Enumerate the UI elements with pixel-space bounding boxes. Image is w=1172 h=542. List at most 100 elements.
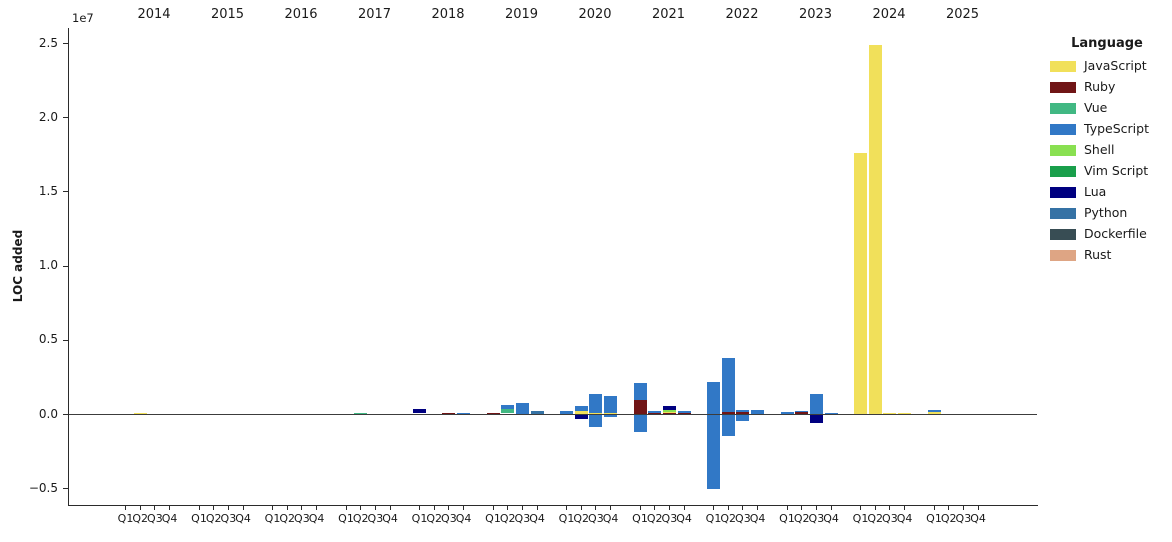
bar-2020-Q4-JavaScript (604, 413, 618, 415)
quarter-tick-label-2020-Q1: Q1 (558, 512, 575, 525)
quarter-tick-mark (860, 506, 861, 510)
bar-2020-Q3-TypeScript (589, 394, 603, 414)
bar-2023-Q2-Ruby (795, 412, 809, 415)
quarter-tick-mark (213, 506, 215, 510)
legend-swatch-dockerfile (1050, 229, 1076, 240)
legend-row-vim-script: Vim Script (1044, 162, 1170, 183)
y-tick-mark (63, 265, 68, 267)
quarter-tick-label-2016-Q1: Q1 (264, 512, 281, 525)
year-label-2020: 2020 (578, 7, 612, 22)
legend-rows: JavaScript Ruby Vue TypeScript Shell Vim Scri… (1044, 57, 1170, 267)
quarter-tick-label-2018-Q2: Q2 (426, 512, 443, 525)
legend-swatch-shell (1050, 145, 1076, 156)
bar-2020-Q2-JavaScript (574, 411, 588, 415)
legend-label: Rust (1084, 247, 1112, 262)
legend-row-lua: Lua (1044, 183, 1170, 204)
quarter-tick-mark (580, 506, 582, 510)
quarter-tick-label-2022-Q4: Q4 (749, 512, 766, 525)
bar-2021-Q2-Ruby (648, 412, 662, 415)
legend-swatch-python (1050, 208, 1076, 219)
legend-row-dockerfile: Dockerfile (1044, 225, 1170, 246)
quarter-tick-mark (154, 506, 156, 510)
bar-2021-Q2-TypeScript (648, 410, 662, 413)
year-label-2019: 2019 (504, 7, 539, 22)
bar-2020-Q2-Lua (574, 414, 588, 419)
quarter-tick-mark (757, 506, 759, 510)
bar-2020-Q4-TypeScript (604, 395, 618, 414)
legend-row-ruby: Ruby (1044, 78, 1170, 99)
quarter-tick-label-2025-Q4: Q4 (970, 512, 986, 525)
quarter-tick-label-2025-Q2: Q2 (940, 512, 957, 525)
y-tick-label: 2.5 (38, 35, 58, 50)
bar-2023-Q1-TypeScript (780, 411, 794, 415)
legend-label: Ruby (1084, 79, 1116, 94)
quarter-tick-label-2022-Q1: Q1 (705, 512, 722, 525)
quarter-tick-mark (139, 506, 141, 510)
bar-2022-Q2-Ruby (721, 412, 735, 415)
y-tick-label: 0.5 (38, 332, 58, 347)
quarter-tick-mark (448, 506, 450, 510)
bar-2022-Q1-TypeScript (707, 381, 720, 415)
quarter-tick-label-2020-Q2: Q2 (573, 512, 590, 525)
legend-row-rust: Rust (1044, 246, 1170, 267)
quarter-tick-mark (977, 506, 979, 510)
bar-2018-Q3-Ruby (442, 412, 456, 415)
quarter-tick-mark (874, 506, 876, 510)
bar-2023-Q3-Lua (809, 414, 823, 424)
bar-2021-Q4-TypeScript (677, 410, 691, 413)
quarter-tick-mark (668, 506, 670, 510)
quarter-tick-mark (566, 506, 567, 510)
quarter-tick-label-2017-Q2: Q2 (352, 512, 369, 525)
quarter-tick-mark (301, 506, 303, 510)
quarter-tick-mark (433, 506, 435, 510)
quarter-tick-mark (272, 506, 273, 510)
year-label-2017: 2017 (357, 7, 392, 22)
quarter-tick-label-2025-Q1: Q1 (926, 512, 942, 525)
quarter-tick-mark (419, 506, 420, 510)
quarter-tick-label-2023-Q3: Q3 (808, 512, 825, 525)
quarter-tick-label-2017-Q4: Q4 (382, 512, 398, 525)
quarter-tick-label-2023-Q4: Q4 (823, 512, 839, 525)
legend-label: Lua (1084, 184, 1107, 199)
quarter-tick-label-2015-Q2: Q2 (205, 512, 222, 525)
quarter-tick-mark (345, 506, 347, 510)
bar-2022-Q2-TypeScript (721, 414, 735, 437)
legend-label: Vim Script (1084, 163, 1149, 178)
quarter-tick-mark (962, 506, 964, 510)
quarter-tick-mark (786, 506, 788, 510)
quarter-tick-mark (507, 506, 509, 510)
bar-2020-Q1-TypeScript (560, 410, 573, 415)
y-tick-mark (63, 117, 68, 119)
legend-row-typescript: TypeScript (1044, 120, 1170, 141)
bar-2021-Q1-TypeScript (633, 414, 647, 433)
bar-2021-Q4-Ruby (677, 412, 691, 415)
year-label-2022: 2022 (725, 7, 759, 22)
quarter-tick-label-2016-Q4: Q4 (308, 512, 325, 525)
legend-row-shell: Shell (1044, 141, 1170, 162)
bar-2017-Q2-Vue (354, 412, 368, 415)
quarter-tick-label-2025-Q3: Q3 (955, 512, 972, 525)
bar-2021-Q1-Ruby (633, 399, 647, 415)
quarter-tick-label-2016-Q3: Q3 (294, 512, 310, 525)
legend-label: Shell (1084, 142, 1115, 157)
bar-2022-Q3-Ruby (736, 412, 750, 415)
bar-2022-Q3-TypeScript (736, 414, 750, 422)
quarter-tick-label-2024-Q4: Q4 (896, 512, 913, 525)
legend-label: Dockerfile (1084, 226, 1147, 241)
y-tick-mark (63, 414, 68, 415)
y-tick-mark (63, 191, 68, 193)
year-label-2016: 2016 (284, 7, 318, 22)
quarter-tick-label-2018-Q1: Q1 (411, 512, 428, 525)
bar-2021-Q3-Lua (662, 406, 676, 411)
bar-2023-Q2-TypeScript (795, 410, 809, 413)
quarter-tick-mark (360, 506, 362, 510)
quarter-tick-label-2024-Q1: Q1 (852, 512, 869, 525)
legend-label: TypeScript (1084, 121, 1149, 136)
bar-2020-Q3-TypeScript (589, 414, 603, 428)
bar-2021-Q3-Ruby (662, 412, 676, 415)
quarter-tick-mark (521, 506, 523, 510)
left-spine (68, 28, 69, 506)
quarter-tick-label-2023-Q2: Q2 (793, 512, 810, 525)
bar-2020-Q4-TypeScript (604, 414, 618, 418)
